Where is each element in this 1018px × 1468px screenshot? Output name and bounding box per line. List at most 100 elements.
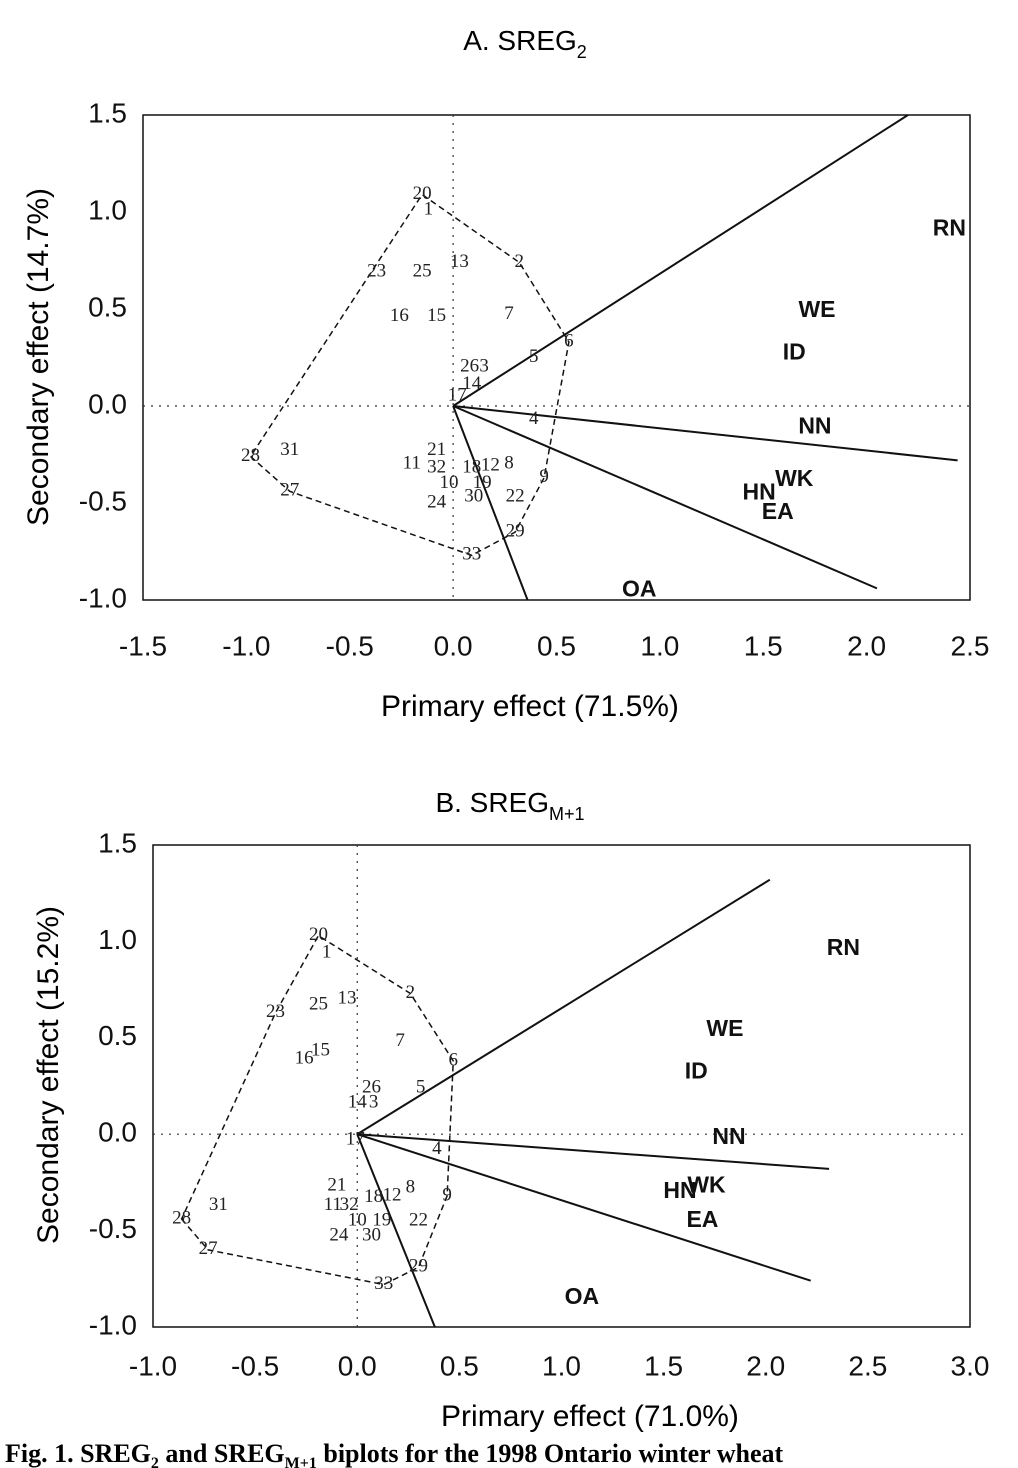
x-tick-label: 0.0: [434, 630, 473, 661]
genotype-label: 31: [209, 1194, 228, 1215]
environment-label: OA: [622, 575, 657, 601]
x-tick-label: 2.5: [951, 630, 990, 661]
genotype-label: 3: [479, 356, 489, 377]
genotype-label: 2: [406, 982, 416, 1003]
genotype-label: 29: [506, 520, 525, 541]
genotype-label: 17: [448, 385, 467, 406]
y-tick-label: -0.5: [79, 485, 127, 516]
y-tick-label: 0.5: [98, 1020, 137, 1051]
genotype-label: 22: [409, 1209, 428, 1230]
environment-label: NN: [712, 1123, 745, 1149]
genotype-label: 11: [403, 453, 421, 474]
genotype-label: 12: [481, 454, 500, 475]
caption: Fig. 1. SREG2 and SREGM+1 biplots for th…: [5, 1439, 784, 1468]
genotype-label: 14: [462, 373, 482, 394]
environment-label: ID: [685, 1058, 708, 1084]
genotype-label: 5: [529, 346, 539, 367]
x-tick-label: 1.0: [542, 1350, 581, 1381]
genotype-label: 32: [340, 1194, 359, 1215]
genotype-label: 14: [348, 1092, 368, 1113]
genotype-label: 11: [324, 1194, 342, 1215]
genotype-label: 19: [473, 472, 492, 493]
x-tick-label: -1.0: [129, 1350, 177, 1381]
caption-part: Fig. 1. SREG: [5, 1439, 151, 1468]
genotype-label: 1: [424, 198, 434, 219]
environment-label: WK: [775, 465, 814, 491]
genotype-label: 12: [382, 1184, 401, 1205]
y-axis-label: Secondary effect (15.2%): [32, 906, 65, 1244]
genotype-label: 1: [322, 941, 332, 962]
caption-part: and SREG: [159, 1439, 285, 1468]
genotype-label: 22: [506, 486, 525, 507]
environment-label: WK: [687, 1171, 726, 1197]
environment-label: RN: [827, 934, 860, 960]
environment-label: NN: [798, 412, 831, 438]
genotype-label: 24: [329, 1225, 349, 1246]
genotype-label: 13: [450, 251, 469, 272]
genotype-label: 19: [372, 1209, 391, 1230]
chart-title: B. SREGM+1: [435, 787, 584, 824]
genotype-label: 24: [427, 491, 447, 512]
vector: [453, 405, 958, 462]
x-axis-label: Primary effect (71.5%): [381, 690, 679, 723]
environment-label: HN: [663, 1177, 696, 1203]
x-tick-label: -1.5: [119, 630, 167, 661]
x-tick-label: 3.0: [951, 1350, 990, 1381]
genotype-label: 33: [462, 544, 481, 565]
y-tick-label: 1.5: [98, 827, 137, 858]
vector: [452, 405, 878, 590]
environment-label: OA: [565, 1283, 600, 1309]
genotype-label: 15: [427, 305, 446, 326]
genotype-label: 26: [460, 356, 479, 377]
x-tick-label: 1.5: [644, 1350, 683, 1381]
genotype-label: 4: [432, 1138, 442, 1159]
y-tick-label: -1.0: [89, 1309, 137, 1340]
vector: [452, 114, 909, 407]
vector: [356, 878, 771, 1136]
genotype-label: 4: [529, 408, 539, 429]
genotype-label: 18: [462, 456, 481, 477]
x-tick-label: 1.5: [744, 630, 783, 661]
genotype-label: 31: [280, 439, 299, 460]
y-axis-label: Secondary effect (14.7%): [22, 188, 55, 526]
environment-label: WE: [798, 296, 835, 322]
y-tick-label: -0.5: [89, 1213, 137, 1244]
y-tick-label: 1.0: [88, 194, 127, 225]
vector: [356, 1133, 811, 1282]
genotype-label: 20: [309, 924, 328, 945]
genotype-label: 9: [442, 1184, 452, 1205]
title-subscript: 2: [577, 42, 587, 62]
chart-title: A. SREG2: [463, 25, 587, 62]
genotype-label: 23: [367, 260, 386, 281]
genotype-label: 27: [199, 1238, 218, 1259]
genotype-label: 30: [362, 1225, 381, 1246]
genotype-label: 10: [439, 472, 458, 493]
x-axis-label: Primary effect (71.0%): [441, 1400, 739, 1433]
genotype-label: 32: [427, 456, 446, 477]
y-tick-label: 1.0: [98, 924, 137, 955]
environment-label: EA: [686, 1206, 718, 1232]
genotype-label: 23: [266, 1001, 285, 1022]
genotype-label: 9: [539, 466, 549, 487]
x-tick-label: -0.5: [326, 630, 374, 661]
genotype-label: 6: [448, 1049, 458, 1070]
genotype-label: 20: [413, 183, 432, 204]
vector: [356, 1133, 436, 1328]
genotype-label: 18: [364, 1186, 383, 1207]
genotype-label: 28: [172, 1207, 191, 1228]
plot-frame: [152, 844, 971, 1328]
genotype-label: 15: [311, 1040, 330, 1061]
y-tick-label: 1.5: [88, 97, 127, 128]
genotype-label: 10: [348, 1209, 367, 1230]
title-text: A. SREG: [463, 25, 577, 56]
x-tick-label: 0.5: [440, 1350, 479, 1381]
x-tick-label: 2.0: [847, 630, 886, 661]
genotype-label: 25: [309, 993, 328, 1014]
caption-part: M+1: [285, 1455, 317, 1468]
genotype-label: 16: [295, 1047, 314, 1068]
vector: [452, 405, 529, 601]
environment-label: RN: [933, 215, 966, 241]
x-tick-label: 0.0: [338, 1350, 377, 1381]
genotype-label: 2: [515, 251, 525, 272]
